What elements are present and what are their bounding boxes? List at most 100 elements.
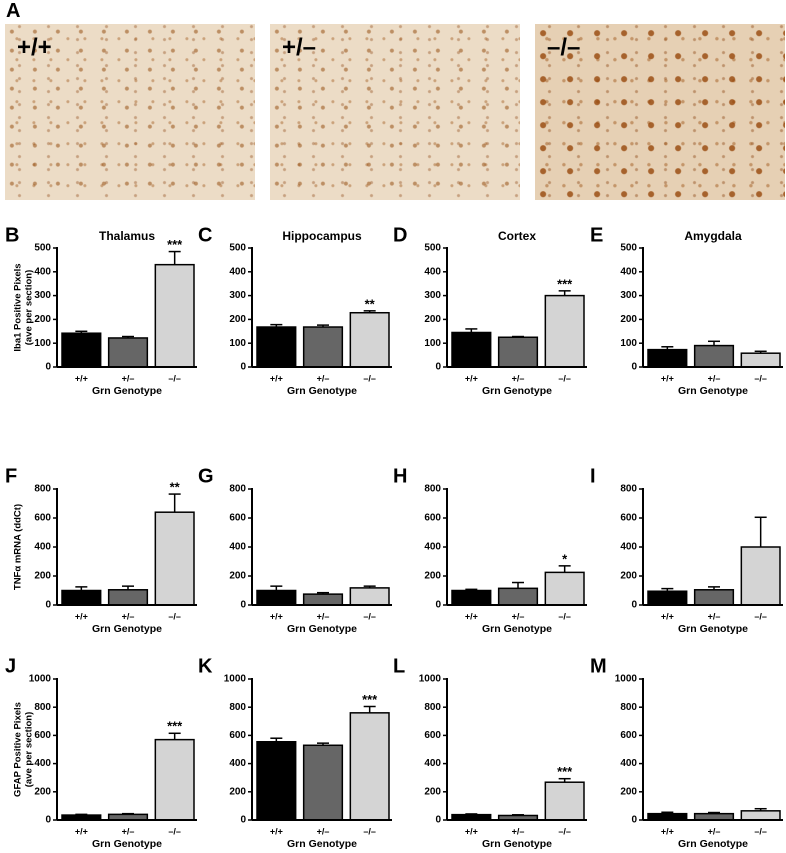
- y-tick-label: 200: [620, 314, 637, 325]
- x-axis-label: Grn Genotype: [287, 623, 357, 635]
- x-tick-label: –/–: [754, 826, 767, 836]
- panel-letter: H: [393, 465, 407, 487]
- y-tick-label: 400: [34, 542, 51, 553]
- significance: **: [170, 480, 181, 495]
- bar: [497, 336, 539, 368]
- panel-letter: F: [5, 465, 17, 487]
- significance: ***: [557, 764, 573, 779]
- bar: [302, 326, 344, 368]
- x-tick-label: +/+: [75, 826, 88, 836]
- y-tick-label: 100: [424, 338, 441, 349]
- y-tick-label: 100: [34, 338, 51, 349]
- y-tick-label: 600: [34, 513, 51, 524]
- bar: [154, 511, 195, 606]
- x-tick-label: +/–: [317, 611, 330, 621]
- y-axis-label: (ave per section): [24, 712, 35, 788]
- panel-letter: E: [590, 224, 603, 246]
- x-tick-label: –/–: [363, 826, 376, 836]
- x-tick-label: –/–: [754, 373, 767, 383]
- y-tick-label: 100: [229, 338, 246, 349]
- y-tick-label: 200: [424, 571, 441, 582]
- x-axis-label: Grn Genotype: [678, 623, 748, 635]
- panel-letter: I: [590, 465, 596, 487]
- x-tick-label: +/+: [661, 373, 674, 383]
- image-label: –/–: [547, 34, 581, 61]
- y-tick-label: 600: [620, 513, 637, 524]
- x-tick-label: +/–: [122, 826, 135, 836]
- chart-title: Hippocampus: [282, 229, 362, 243]
- x-tick-label: +/–: [512, 826, 525, 836]
- panel-letter: L: [393, 655, 405, 677]
- y-tick-label: 400: [620, 542, 637, 553]
- micrograph: +/+: [5, 24, 255, 200]
- x-tick-label: –/–: [558, 373, 571, 383]
- x-axis-label: Grn Genotype: [482, 838, 552, 850]
- bar: [647, 590, 688, 606]
- micrograph: –/–: [535, 24, 785, 200]
- x-axis-label: Grn Genotype: [92, 623, 162, 635]
- y-tick-label: 0: [45, 815, 51, 826]
- bar: [256, 740, 297, 821]
- x-axis-label: Grn Genotype: [678, 838, 748, 850]
- bar: [256, 589, 297, 606]
- y-tick-label: 800: [229, 484, 246, 495]
- y-tick-label: 200: [620, 786, 637, 797]
- y-tick-label: 800: [34, 484, 51, 495]
- bar: [349, 712, 390, 821]
- y-tick-label: 600: [424, 730, 441, 741]
- x-tick-label: –/–: [558, 611, 571, 621]
- bar: [647, 348, 688, 368]
- y-tick-label: 400: [424, 758, 441, 769]
- x-tick-label: +/–: [512, 373, 525, 383]
- significance: ***: [557, 276, 573, 291]
- y-tick-label: 800: [424, 702, 441, 713]
- y-tick-label: 0: [631, 600, 637, 611]
- y-tick-label: 0: [45, 362, 51, 373]
- panel-letter: B: [5, 224, 19, 246]
- y-tick-label: 300: [229, 290, 246, 301]
- y-tick-label: 200: [424, 786, 441, 797]
- x-tick-label: +/–: [512, 611, 525, 621]
- image-label: +/+: [17, 34, 52, 61]
- y-tick-label: 100: [620, 338, 637, 349]
- x-tick-label: –/–: [558, 826, 571, 836]
- y-tick-label: 200: [34, 786, 51, 797]
- x-tick-label: +/–: [122, 373, 135, 383]
- x-tick-label: +/–: [708, 611, 721, 621]
- x-axis-label: Grn Genotype: [287, 385, 357, 397]
- y-tick-label: 0: [631, 815, 637, 826]
- x-tick-label: +/+: [465, 373, 478, 383]
- y-tick-label: 0: [631, 362, 637, 373]
- y-axis-label: TNFα mRNA (ddCt): [13, 504, 24, 590]
- y-tick-label: 1000: [419, 674, 442, 685]
- panel-letter: K: [198, 655, 213, 677]
- x-tick-label: +/+: [465, 826, 478, 836]
- x-tick-label: +/+: [465, 611, 478, 621]
- y-tick-label: 600: [424, 513, 441, 524]
- significance: ***: [167, 237, 183, 252]
- bar: [302, 593, 344, 606]
- bar: [61, 332, 102, 368]
- y-tick-label: 400: [424, 542, 441, 553]
- y-tick-label: 800: [620, 484, 637, 495]
- y-tick-label: 400: [229, 758, 246, 769]
- micrograph: +/–: [270, 24, 520, 200]
- x-tick-label: +/+: [270, 611, 283, 621]
- y-tick-label: 200: [34, 314, 51, 325]
- y-tick-label: 300: [424, 290, 441, 301]
- panel-letter: C: [198, 224, 212, 246]
- y-tick-label: 800: [424, 484, 441, 495]
- x-tick-label: +/–: [317, 373, 330, 383]
- y-tick-label: 0: [435, 362, 441, 373]
- y-tick-label: 500: [229, 243, 246, 254]
- x-tick-label: –/–: [363, 611, 376, 621]
- y-tick-label: 300: [34, 290, 51, 301]
- y-tick-label: 1000: [224, 674, 247, 685]
- bar: [256, 326, 297, 368]
- x-tick-label: +/–: [708, 373, 721, 383]
- significance: ***: [167, 719, 183, 734]
- y-tick-label: 500: [34, 243, 51, 254]
- y-tick-label: 400: [229, 542, 246, 553]
- x-axis-label: Grn Genotype: [678, 385, 748, 397]
